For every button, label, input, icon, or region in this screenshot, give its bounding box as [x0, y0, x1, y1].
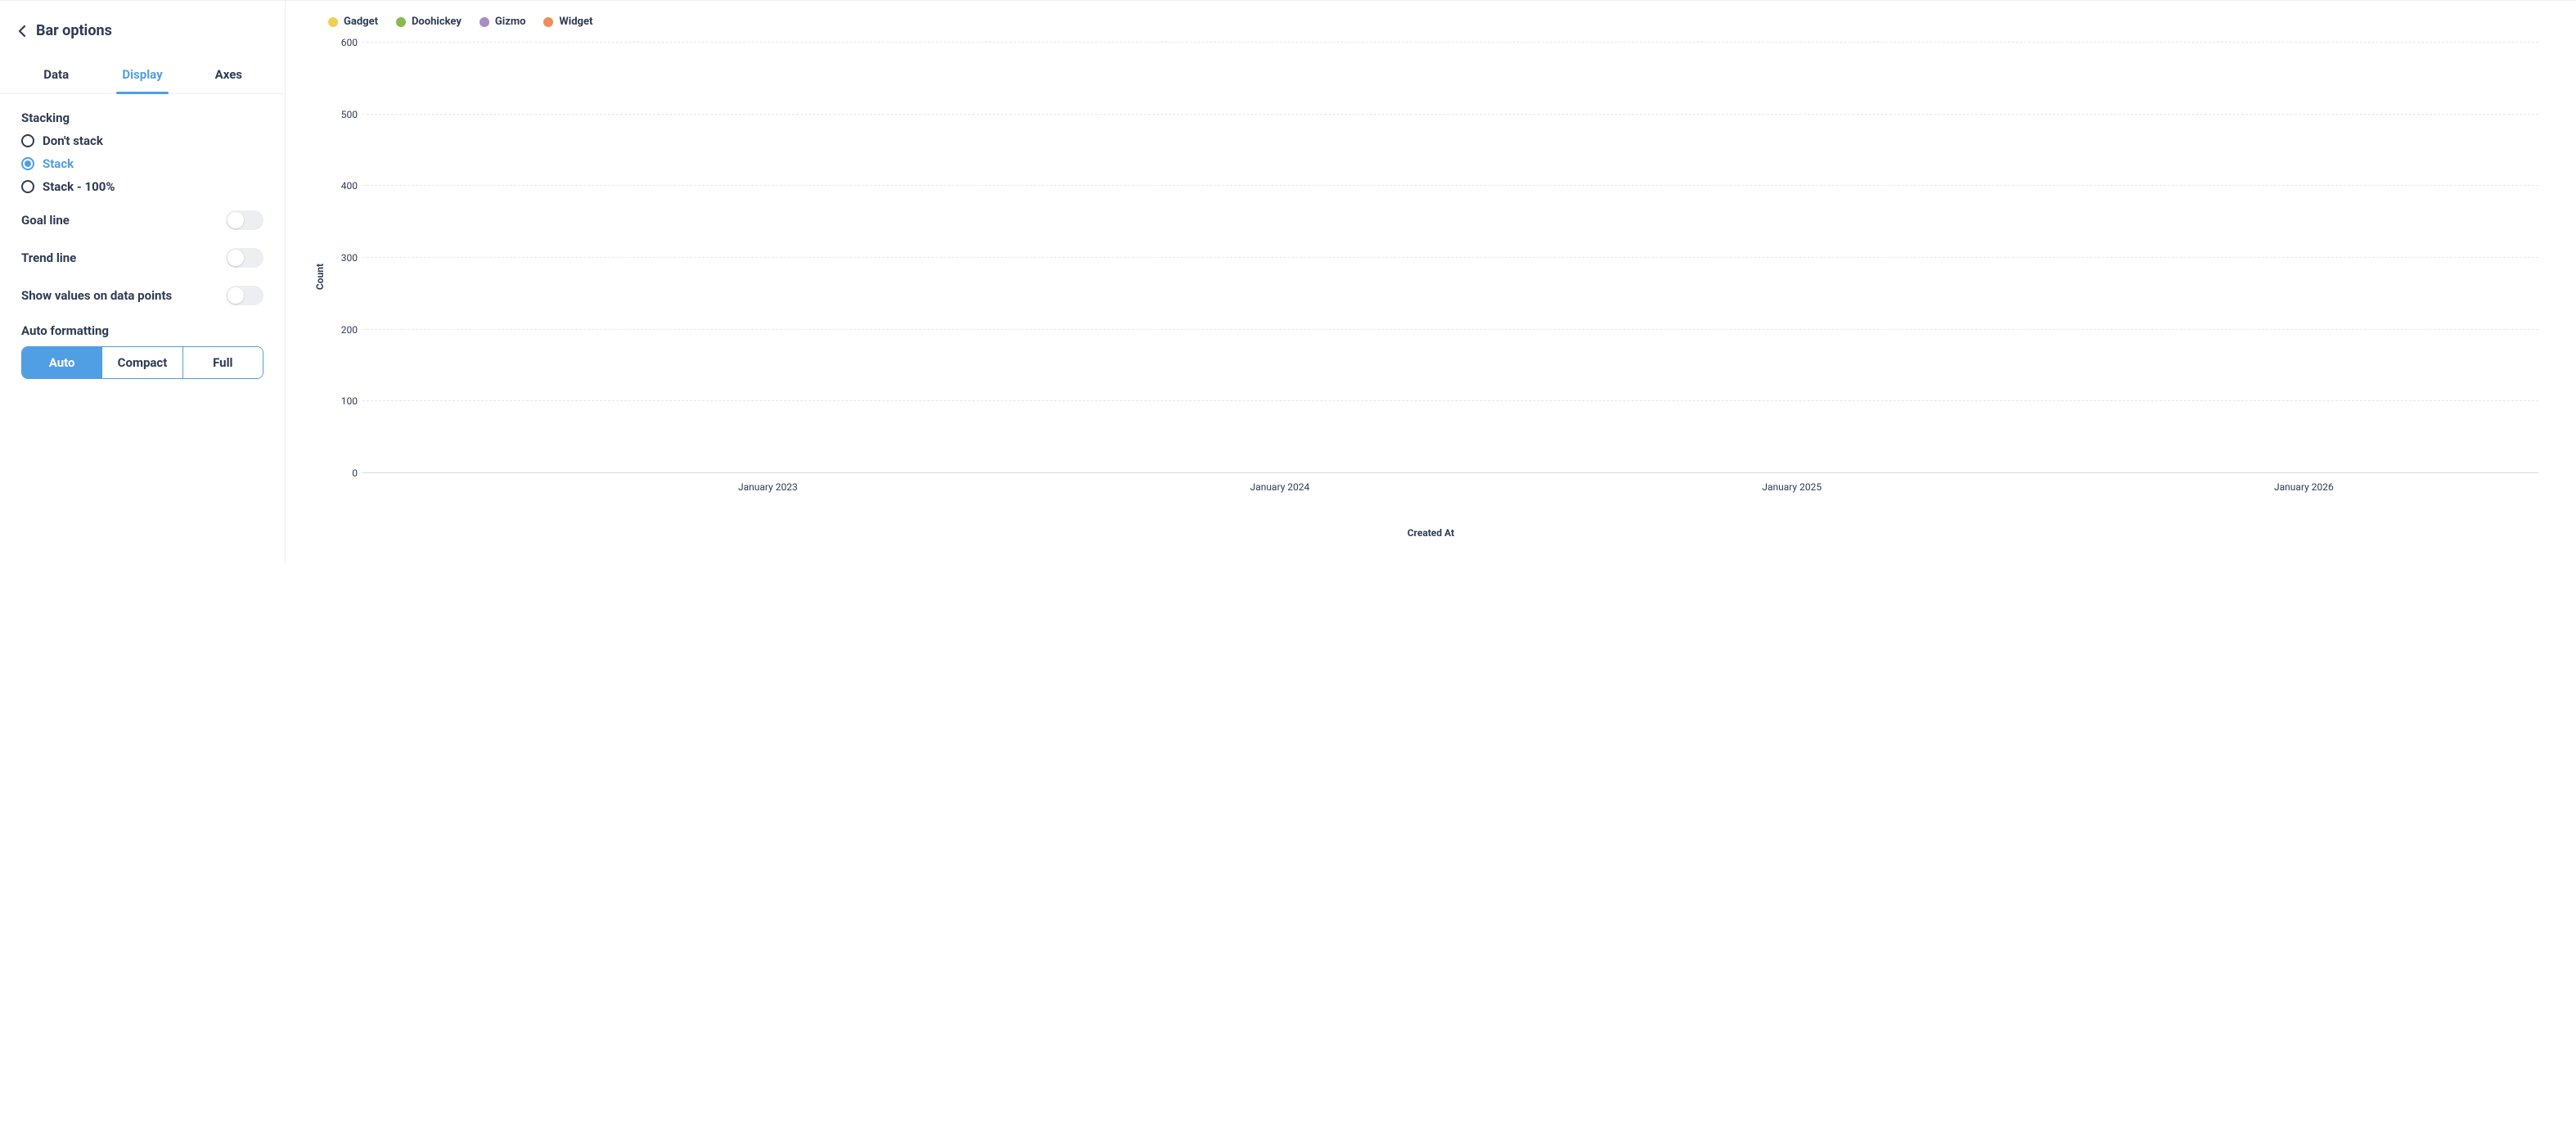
toggle-row-trend-line: Trend line — [21, 248, 263, 268]
y-tick-label: 300 — [331, 252, 358, 264]
stacking-radio-group: Don't stack Stack Stack - 100% — [21, 133, 263, 194]
legend-swatch-icon — [480, 17, 489, 27]
legend-item-doohickey[interactable]: Doohickey — [396, 16, 462, 28]
bars-container — [363, 43, 2538, 473]
segmented-option-full[interactable]: Full — [182, 347, 263, 378]
y-tick-label: 100 — [331, 395, 358, 407]
x-tick-label: January 2024 — [1250, 481, 1310, 493]
legend-item-gadget[interactable]: Gadget — [328, 16, 378, 28]
y-tick-label: 0 — [331, 467, 358, 479]
legend-label: Gadget — [344, 16, 378, 28]
tab-display[interactable]: Display — [99, 56, 185, 93]
toggle-row-show-values-on-data-points: Show values on data points — [21, 286, 263, 305]
legend-swatch-icon — [328, 17, 338, 27]
x-tick-label: January 2026 — [2274, 481, 2334, 493]
toggle-knob — [227, 250, 244, 266]
toggle-switch[interactable] — [226, 286, 263, 305]
toggle-switch[interactable] — [226, 248, 263, 268]
plot: 0100200300400500600January 2023January 2… — [363, 43, 2538, 473]
toggle-row-goal-line: Goal line — [21, 210, 263, 230]
radio-icon — [21, 157, 34, 170]
options-sidebar: Bar options DataDisplayAxes Stacking Don… — [0, 1, 286, 564]
radio-label: Stack - 100% — [43, 179, 115, 194]
display-panel: Stacking Don't stack Stack Stack - 100% Go… — [0, 94, 285, 395]
sidebar-header: Bar options — [0, 1, 285, 56]
legend-label: Doohickey — [412, 16, 462, 28]
chart-legend: Gadget Doohickey Gizmo Widget — [310, 9, 2551, 31]
y-tick-label: 400 — [331, 180, 358, 192]
radio-icon — [21, 134, 34, 147]
tab-axes[interactable]: Axes — [186, 56, 272, 93]
gridline — [363, 400, 2538, 401]
y-tick-label: 500 — [331, 109, 358, 120]
y-tick-label: 200 — [331, 324, 358, 336]
chart-area: GadgetDoohickeyGizmoWidget Count 0100200… — [286, 1, 2576, 564]
toggle-label: Goal line — [21, 213, 70, 228]
toggle-knob — [227, 287, 244, 304]
stacking-label: Stacking — [21, 111, 263, 125]
legend-swatch-icon — [543, 17, 553, 27]
gridline — [363, 185, 2538, 186]
segmented-option-auto[interactable]: Auto — [22, 347, 101, 378]
x-tick-label: January 2025 — [1762, 481, 1822, 493]
sidebar-title: Bar options — [36, 22, 112, 39]
radio-icon — [21, 180, 34, 193]
legend-item-gizmo[interactable]: Gizmo — [480, 16, 526, 28]
radio-label: Don't stack — [43, 133, 103, 148]
gridline — [363, 257, 2538, 258]
gridline — [363, 329, 2538, 330]
auto-formatting-segmented: AutoCompactFull — [21, 346, 263, 379]
legend-label: Gizmo — [495, 16, 526, 28]
toggle-knob — [227, 212, 244, 228]
legend-label: Widget — [559, 16, 592, 28]
stacking-option-don-t-stack[interactable]: Don't stack — [21, 133, 263, 148]
radio-label: Stack — [43, 156, 74, 171]
y-tick-label: 600 — [331, 37, 358, 48]
toggle-label: Show values on data points — [21, 288, 172, 303]
x-axis-title: Created At — [310, 527, 2551, 539]
stacking-option-stack[interactable]: Stack — [21, 156, 263, 171]
sidebar-tabs: DataDisplayAxes — [0, 56, 285, 94]
y-axis-title: Count — [314, 264, 326, 290]
toggle-switch[interactable] — [226, 210, 263, 230]
back-chevron-icon[interactable] — [16, 25, 28, 37]
plot-wrap: Count 0100200300400500600January 2023Jan… — [310, 31, 2551, 522]
legend-item-widget[interactable]: Widget — [543, 16, 592, 28]
gridline — [363, 114, 2538, 115]
toggle-label: Trend line — [21, 250, 76, 265]
stacking-option-stack-100-[interactable]: Stack - 100% — [21, 179, 263, 194]
gridline — [363, 42, 2538, 43]
tab-data[interactable]: Data — [13, 56, 99, 93]
legend-swatch-icon — [396, 17, 406, 27]
auto-formatting-label: Auto formatting — [21, 323, 263, 338]
app-root: Bar options DataDisplayAxes Stacking Don… — [0, 0, 2576, 564]
x-tick-label: January 2023 — [738, 481, 798, 493]
segmented-option-compact[interactable]: Compact — [101, 347, 182, 378]
